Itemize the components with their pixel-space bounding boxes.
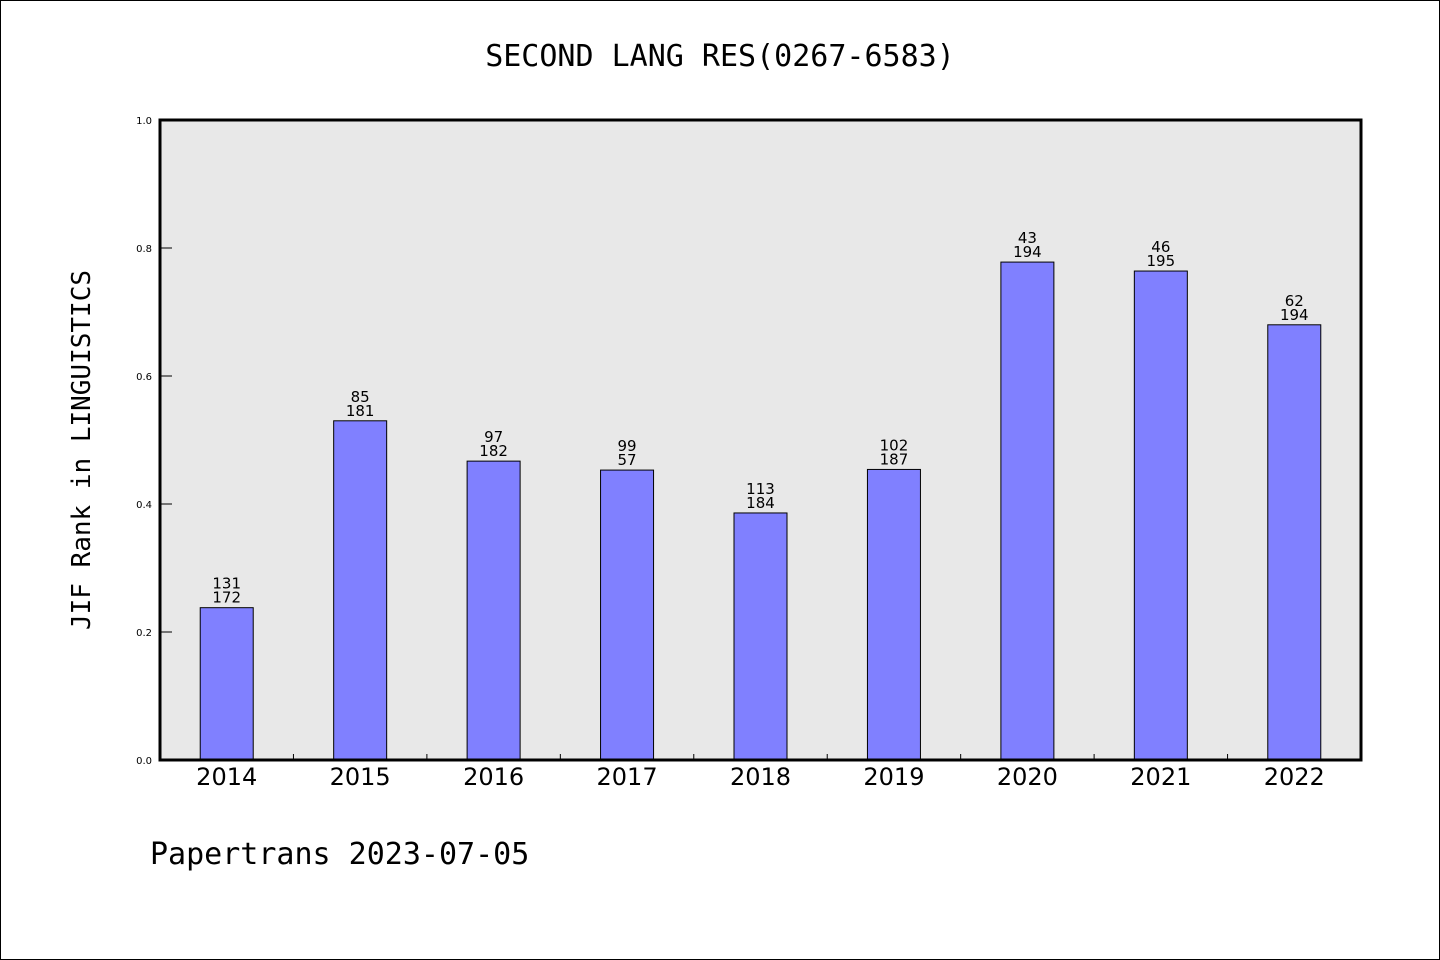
- data-label-total: 181: [346, 402, 375, 420]
- data-label-total: 194: [1280, 306, 1309, 324]
- bar-2017: [600, 469, 655, 761]
- data-label-rank: 113: [746, 480, 775, 498]
- y-tick-label: 0.8: [136, 244, 152, 255]
- chart-title: SECOND LANG RES(0267-6583): [485, 39, 955, 74]
- x-tick-label: 2019: [863, 763, 924, 791]
- bar-2020: [1000, 261, 1055, 761]
- y-tick-label: 0.2: [136, 628, 152, 639]
- x-tick-label: 2016: [463, 763, 524, 791]
- x-tick-label: 2014: [196, 763, 257, 791]
- bar-2018: [733, 512, 788, 761]
- y-axis-label: JIF Rank in LINGUISTICS: [67, 270, 97, 630]
- data-label-total: 187: [880, 450, 909, 468]
- x-tick-label: 2020: [997, 763, 1058, 791]
- bar-2016: [466, 460, 521, 761]
- data-label-rank: 97: [484, 428, 503, 446]
- y-tick-label: 0.0: [136, 756, 152, 767]
- data-label-total: 194: [1013, 243, 1042, 261]
- bar-2019: [866, 468, 921, 761]
- data-label-rank: 62: [1285, 292, 1304, 310]
- data-label-total: 195: [1147, 252, 1176, 270]
- y-tick-label: 0.6: [136, 372, 152, 383]
- data-label-total: 182: [479, 442, 508, 460]
- x-tick-label: 2015: [330, 763, 391, 791]
- data-label-rank: 99: [618, 437, 637, 455]
- data-label-rank: 131: [212, 575, 241, 593]
- data-label-total: 172: [212, 589, 241, 607]
- data-label-rank: 85: [351, 388, 370, 406]
- x-tick-label: 2018: [730, 763, 791, 791]
- x-axis: 2014 2015 2016 2017 2018 2019 2020 2021 2022: [196, 754, 1325, 791]
- bar-2015: [333, 420, 388, 761]
- plot-border: [158, 118, 1363, 762]
- data-label-rank: 102: [880, 436, 909, 454]
- data-label-rank: 43: [1018, 229, 1037, 247]
- y-axis: 0.0 0.2 0.4 0.6 0.8 1.0: [136, 116, 172, 767]
- x-tick-label: 2017: [597, 763, 658, 791]
- bar-2014: [199, 607, 254, 761]
- bar-series: [199, 261, 1322, 761]
- x-tick-label: 2021: [1130, 763, 1191, 791]
- bar-2021: [1133, 270, 1188, 761]
- y-tick-label: 0.4: [136, 500, 152, 511]
- y-tick-label: 1.0: [136, 116, 152, 127]
- bar-2022: [1267, 324, 1322, 761]
- data-label-total: 184: [746, 494, 775, 512]
- x-tick-label: 2022: [1264, 763, 1325, 791]
- data-label-total: 57: [618, 451, 637, 469]
- footer-credit: Papertrans 2023-07-05: [150, 837, 529, 872]
- data-label-rank: 46: [1151, 238, 1170, 256]
